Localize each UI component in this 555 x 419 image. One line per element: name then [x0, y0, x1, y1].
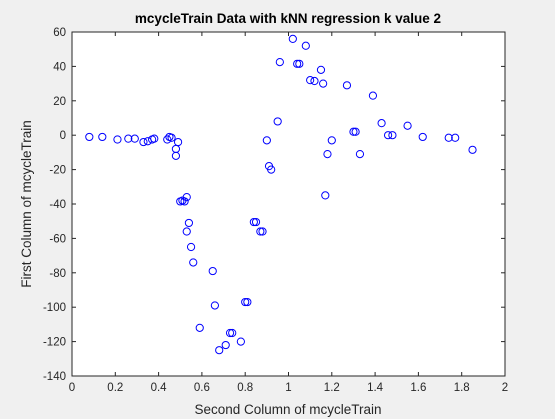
data-point: [167, 133, 176, 142]
data-point: [468, 145, 477, 154]
data-point: [173, 137, 183, 147]
data-point: [316, 65, 326, 74]
data-point: [236, 337, 245, 346]
data-point: [267, 165, 276, 174]
data-point: [262, 136, 271, 145]
data-point: [195, 323, 204, 332]
data-point: [293, 59, 302, 68]
data-point: [310, 76, 319, 86]
data-point: [403, 121, 412, 130]
data-point: [163, 135, 172, 144]
data-point: [251, 217, 261, 227]
data-point: [377, 119, 386, 128]
data-point: [321, 191, 330, 200]
data-point: [130, 134, 139, 143]
x-tick-label: 1.4: [367, 382, 384, 394]
data-point: [150, 134, 159, 143]
data-point: [342, 81, 352, 90]
x-tick-label: 0: [69, 382, 75, 394]
data-point: [210, 301, 219, 310]
data-point: [208, 266, 217, 276]
y-tick-label: -20: [49, 165, 66, 177]
data-point: [184, 218, 194, 228]
x-tick-label: 1.8: [454, 382, 470, 394]
data-points: [85, 34, 477, 355]
y-axis-label: First Column of mcycleTrain: [19, 120, 34, 288]
data-point: [228, 328, 237, 338]
x-axis-label: Second Column of mcycleTrain: [194, 402, 381, 417]
x-tick-label: 1: [285, 382, 291, 394]
y-tick-label: 0: [60, 130, 66, 142]
data-point: [243, 297, 252, 307]
data-point: [98, 132, 107, 142]
data-point: [275, 58, 284, 67]
data-point: [383, 131, 393, 140]
data-point: [306, 76, 315, 85]
data-point: [139, 137, 148, 147]
data-point: [113, 135, 122, 144]
data-point: [355, 150, 365, 159]
y-tick-label: -120: [43, 337, 66, 349]
data-point: [388, 131, 397, 140]
x-axis: 0 0.2 0.4 0.6 0.8 1 1.2 1.4 1.6 1.8 2: [69, 32, 508, 394]
data-point: [180, 197, 189, 206]
data-point: [451, 133, 460, 142]
x-tick-label: 2: [502, 382, 508, 394]
y-tick-label: -100: [43, 302, 66, 314]
y-tick-label: 60: [53, 27, 66, 39]
data-point: [319, 79, 328, 88]
data-point: [351, 127, 360, 136]
data-point: [418, 132, 427, 142]
plot-area: [72, 32, 505, 376]
data-point: [171, 151, 181, 160]
data-point: [182, 227, 191, 236]
x-tick-label: 0.2: [107, 382, 123, 394]
x-tick-label: 0.8: [237, 382, 253, 394]
data-point: [85, 132, 94, 142]
x-tick-label: 1.6: [410, 382, 426, 394]
y-axis: -140 -120 -100 -80 -60 -40 -20 0 20 40 60: [43, 27, 505, 383]
chart-title: mcycleTrain Data with kNN regression k v…: [135, 11, 441, 26]
data-point: [221, 340, 230, 350]
data-point: [189, 258, 198, 267]
data-point: [295, 59, 304, 68]
data-point: [273, 117, 282, 126]
y-tick-label: -80: [49, 268, 66, 280]
data-point: [182, 193, 191, 202]
data-point: [327, 136, 336, 145]
x-tick-label: 0.4: [151, 382, 168, 394]
data-point: [256, 227, 265, 236]
data-point: [225, 328, 235, 338]
y-tick-label: -40: [49, 199, 66, 211]
data-point: [186, 242, 196, 252]
data-point: [301, 41, 310, 50]
y-tick-label: -60: [49, 233, 66, 245]
data-point: [249, 217, 258, 227]
data-point: [349, 127, 358, 136]
data-point: [215, 346, 224, 355]
y-tick-label: 20: [53, 96, 66, 108]
data-point: [444, 133, 453, 142]
x-tick-label: 0.6: [194, 382, 210, 394]
data-point: [323, 150, 332, 159]
y-tick-label: -140: [43, 371, 66, 383]
data-point: [241, 297, 250, 307]
data-point: [288, 34, 297, 43]
data-point: [368, 91, 378, 100]
y-tick-label: 40: [53, 61, 66, 73]
x-tick-label: 1.2: [324, 382, 340, 394]
data-point: [258, 227, 267, 236]
data-point: [124, 134, 133, 143]
